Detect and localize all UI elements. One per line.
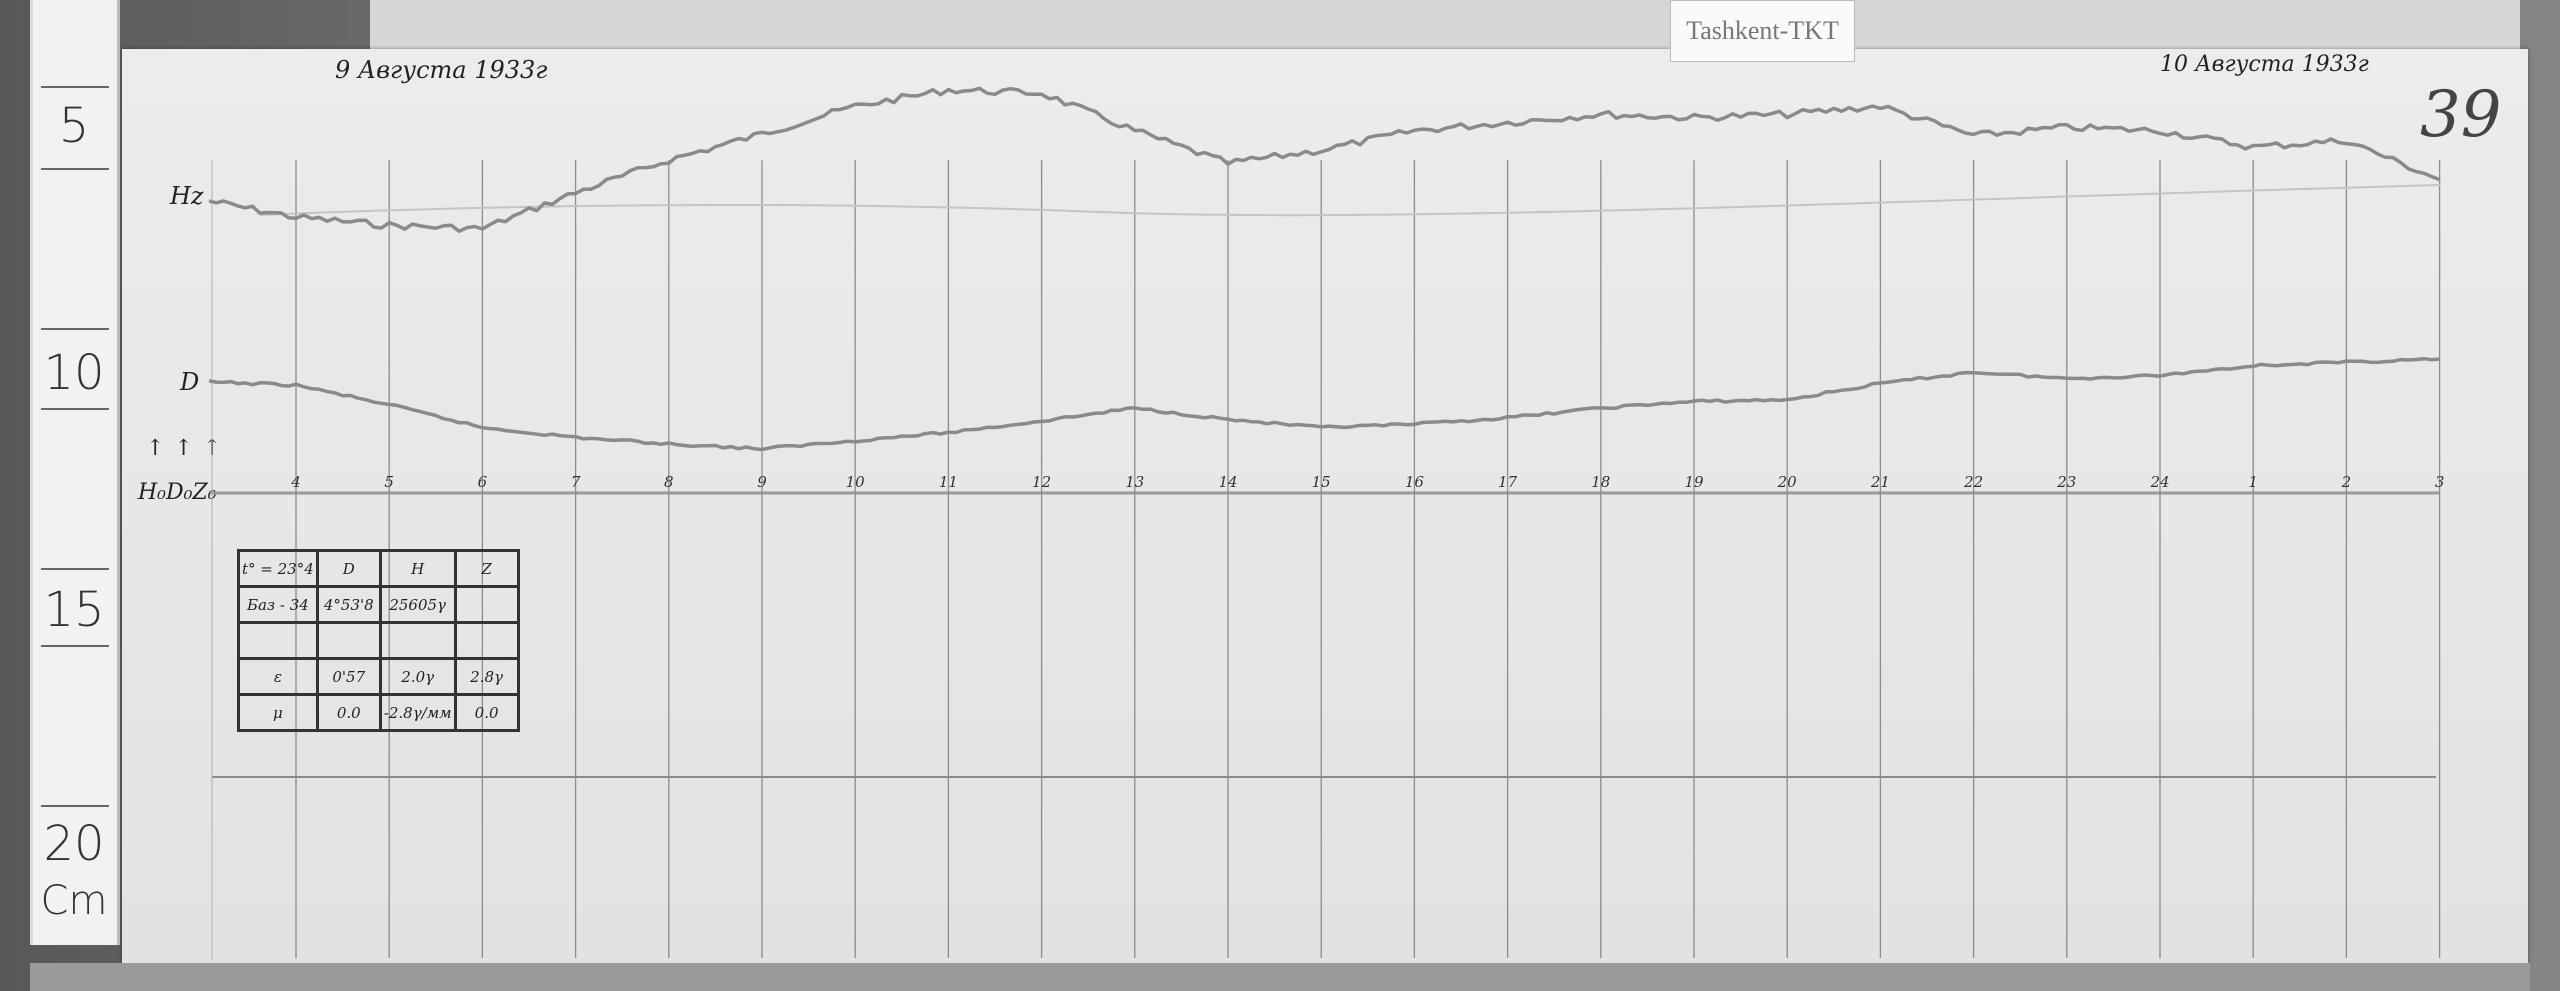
table-cell xyxy=(237,621,319,660)
table-row xyxy=(237,621,520,660)
table-cell: -2.8γ/мм xyxy=(378,693,457,732)
ruler-mark-10: 10 xyxy=(43,345,105,401)
magnetogram-paper xyxy=(122,49,2528,963)
trace-d xyxy=(208,356,2440,452)
hour-tick-label: 21 xyxy=(1870,473,1890,491)
ruler: 5 10 15 20 Cm xyxy=(30,0,120,945)
ruler-mark-15: 15 xyxy=(43,582,105,638)
date-right: 10 Августа 1933г xyxy=(2160,52,2369,77)
table-row: Баз - 34 4°53'8 25605γ xyxy=(237,585,520,624)
calibration-table: t° = 23°4 D H Z Баз - 34 4°53'8 25605γ ε 0'57 2.0… xyxy=(237,549,520,732)
table-cell: 25605γ xyxy=(378,585,457,624)
trace-label-d: D xyxy=(180,368,200,396)
hour-tick-label: 22 xyxy=(1963,473,1983,491)
hour-tick-label: 5 xyxy=(384,473,394,491)
table-cell: 4°53'8 xyxy=(315,585,382,624)
hour-tick-label: 8 xyxy=(664,473,674,491)
hour-tick-label: 17 xyxy=(1498,473,1518,491)
table-cell: 2.8γ xyxy=(453,657,520,696)
hour-tick-label: 12 xyxy=(1032,473,1051,491)
baseline-arrows: ↑↑↑ xyxy=(146,436,232,461)
hour-tick-label: 10 xyxy=(846,473,866,491)
table-cell: μ xyxy=(237,693,319,732)
ruler-unit: Cm xyxy=(40,878,108,924)
hour-tick-label: 9 xyxy=(757,473,767,491)
sheet-number: 39 xyxy=(2420,78,2502,152)
hour-tick-label: 16 xyxy=(1405,473,1425,491)
ruler-mark-20: 20 xyxy=(43,816,105,872)
ruler-tick xyxy=(41,168,109,170)
hour-tick-label: 11 xyxy=(939,473,958,491)
baseline-label: H₀D₀Z₀ xyxy=(138,480,217,505)
table-cell: 2.0γ xyxy=(378,657,457,696)
ruler-tick xyxy=(41,805,109,807)
station-label: Tashkent-TKT xyxy=(1670,0,1855,62)
hour-tick-label: 15 xyxy=(1312,473,1331,491)
table-row: t° = 23°4 D H Z xyxy=(237,549,520,588)
table-cell xyxy=(378,621,457,660)
hour-tick-label: 6 xyxy=(478,473,488,491)
hour-tick-label: 23 xyxy=(2056,473,2076,491)
table-cell: Баз - 34 xyxy=(237,585,319,624)
hour-tick-label: 3 xyxy=(2435,473,2445,491)
hour-tick-label: 18 xyxy=(1591,473,1610,491)
hour-tick-labels: 4 5 6 7 8 9 10 11 12 13 14 15 16 17 18 19 20 21 22 23 24 1 2 3 xyxy=(290,473,2444,491)
table-cell: ε xyxy=(237,657,319,696)
date-left: 9 Августа 1933г xyxy=(335,56,548,84)
ruler-tick xyxy=(41,328,109,330)
table-cell xyxy=(315,621,382,660)
hour-tick-label: 24 xyxy=(2149,473,2169,491)
grid-lines xyxy=(210,160,2441,960)
trace-label-h: Hz xyxy=(170,182,204,210)
hour-tick-label: 4 xyxy=(290,473,301,491)
table-row: μ 0.0 -2.8γ/мм 0.0 xyxy=(237,693,520,732)
hour-tick-label: 7 xyxy=(571,473,581,491)
table-cell xyxy=(453,621,520,660)
table-cell: Z xyxy=(453,549,520,588)
hour-tick-label: 19 xyxy=(1684,473,1704,491)
ruler-mark-5: 5 xyxy=(58,98,90,154)
ruler-tick xyxy=(41,408,109,410)
hour-tick-label: 20 xyxy=(1777,473,1798,491)
ruler-tick xyxy=(41,568,109,570)
trace-hz xyxy=(208,86,2441,234)
h-baseline-trace xyxy=(259,184,2441,217)
table-row: ε 0'57 2.0γ 2.8γ xyxy=(237,657,520,696)
table-cell: 0.0 xyxy=(453,693,520,732)
ruler-tick xyxy=(41,86,109,88)
ruler-tick xyxy=(41,645,109,647)
table-cell: t° = 23°4 xyxy=(237,549,319,588)
mounting-strip xyxy=(370,0,2520,58)
table-cell: 0.0 xyxy=(315,693,382,732)
bottom-strip xyxy=(30,963,2530,991)
hour-tick-label: 14 xyxy=(1218,473,1237,491)
hour-tick-label: 13 xyxy=(1125,473,1144,491)
table-cell: H xyxy=(378,549,457,588)
table-cell xyxy=(453,585,520,624)
hour-tick-label: 1 xyxy=(2248,473,2258,491)
hour-tick-label: 2 xyxy=(2341,473,2352,491)
table-cell: 0'57 xyxy=(315,657,382,696)
traces xyxy=(208,86,2441,452)
table-cell: D xyxy=(315,549,382,588)
